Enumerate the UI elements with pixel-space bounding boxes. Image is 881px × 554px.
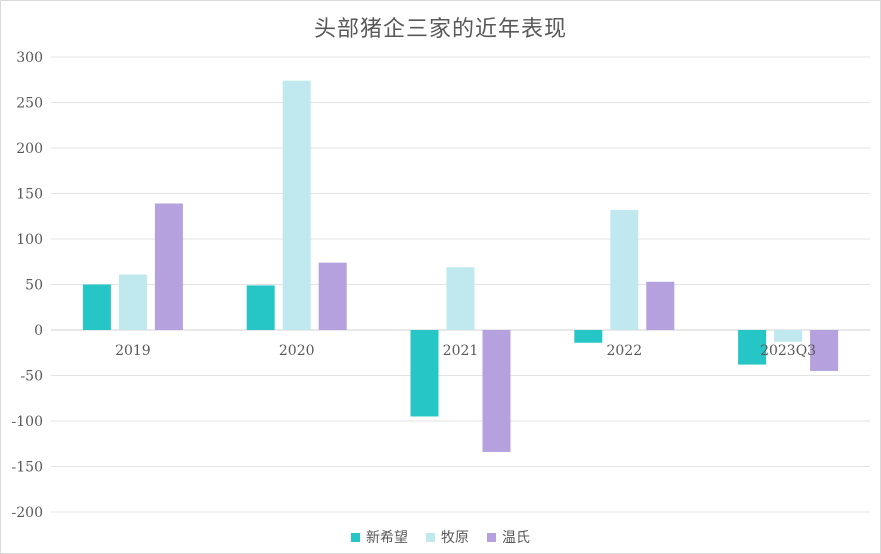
bar-温氏-2021 [482, 330, 511, 452]
y-tick-label: -100 [12, 414, 43, 430]
bar-牧原-2019 [118, 274, 147, 330]
y-tick-label: -150 [12, 460, 43, 476]
x-tick-label: 2021 [443, 343, 479, 359]
legend-swatch [351, 532, 360, 542]
x-tick-label: 2022 [606, 343, 642, 359]
bar-新希望-2019 [82, 284, 111, 330]
bar-新希望-2023Q3 [738, 330, 767, 365]
bar-新希望-2020 [246, 285, 275, 330]
legend-swatch [426, 532, 435, 542]
y-tick-label: -50 [20, 369, 43, 385]
chart-legend: 新希望 牧原 温氏 [1, 527, 880, 547]
x-tick-label: 2019 [115, 343, 151, 359]
bar-新希望-2021 [410, 330, 439, 417]
y-tick-label: 150 [16, 187, 43, 203]
legend-swatch [487, 532, 496, 542]
legend-label: 牧原 [441, 530, 469, 546]
y-tick-label: -200 [12, 505, 43, 521]
y-tick-label: 200 [16, 141, 43, 157]
y-tick-label: 300 [16, 50, 43, 66]
legend-item: 新希望 [351, 527, 408, 547]
x-tick-label: 2023Q3 [760, 343, 816, 359]
legend-label: 温氏 [502, 530, 530, 546]
bar-牧原-2022 [610, 209, 639, 330]
bar-牧原-2023Q3 [774, 330, 803, 342]
y-tick-label: 0 [34, 323, 43, 339]
legend-item: 牧原 [426, 527, 469, 547]
bar-温氏-2019 [154, 203, 183, 330]
x-tick-label: 2020 [279, 343, 315, 359]
bar-牧原-2021 [446, 267, 475, 330]
y-tick-label: 50 [25, 278, 43, 294]
bar-新希望-2022 [574, 330, 603, 343]
bar-温氏-2020 [318, 262, 347, 330]
legend-item: 温氏 [487, 527, 530, 547]
y-tick-label: 250 [16, 96, 43, 112]
bar-牧原-2020 [282, 80, 311, 330]
chart-title: 头部猪企三家的近年表现 [313, 17, 567, 42]
y-tick-label: 100 [16, 232, 43, 248]
bar-温氏-2023Q3 [810, 330, 839, 371]
bar-温氏-2022 [646, 281, 675, 330]
legend-label: 新希望 [366, 530, 408, 546]
